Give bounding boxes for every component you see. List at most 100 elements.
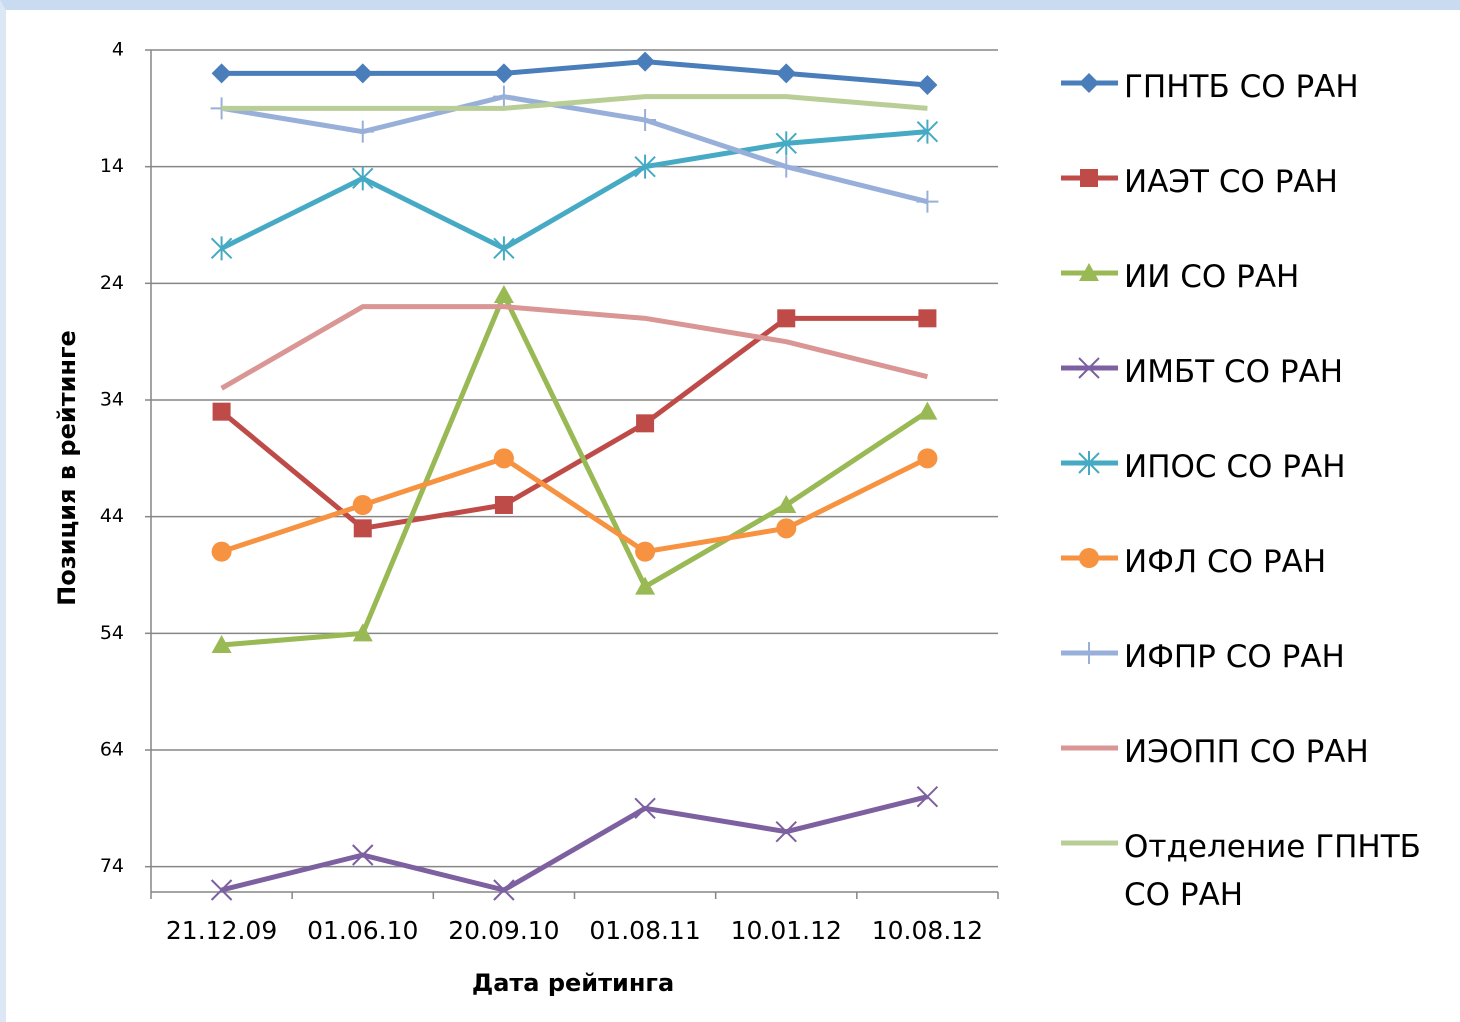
marker xyxy=(635,541,656,562)
marker xyxy=(916,119,939,144)
y-tick-label: 4 xyxy=(112,39,124,61)
legend-marker xyxy=(1078,642,1100,664)
y-tick-label: 44 xyxy=(100,505,124,527)
series-line xyxy=(220,455,929,555)
marker xyxy=(776,495,797,513)
legend-item: ГПНТБ СО РАН xyxy=(1058,55,1458,150)
marker xyxy=(493,236,515,261)
marker xyxy=(635,576,656,595)
marker xyxy=(494,496,513,514)
x-tick-label: 01.06.10 xyxy=(307,916,418,945)
y-tick-label: 34 xyxy=(100,389,124,411)
marker xyxy=(917,75,938,95)
legend-swatch xyxy=(1061,169,1118,187)
marker xyxy=(636,414,655,433)
legend-item: ИФПР СО РАН xyxy=(1058,625,1458,720)
marker xyxy=(777,309,796,328)
legend-label: Отделение ГПНТБ СО РАН xyxy=(1124,829,1421,913)
marker xyxy=(634,797,656,820)
marker xyxy=(351,120,374,143)
marker xyxy=(352,844,374,866)
marker xyxy=(916,785,939,808)
y-tick-label: 54 xyxy=(100,622,124,644)
series-line xyxy=(220,794,929,893)
marker xyxy=(775,820,797,843)
marker xyxy=(353,519,372,538)
marker xyxy=(493,879,515,901)
series-line xyxy=(221,94,928,111)
legend-swatch xyxy=(1061,840,1118,846)
marker xyxy=(493,63,514,84)
marker xyxy=(210,879,233,901)
x-tick-label: 20.09.10 xyxy=(448,916,559,945)
legend-marker xyxy=(1078,451,1100,475)
series-line xyxy=(220,304,929,391)
series-line xyxy=(221,59,928,88)
legend-marker xyxy=(1080,169,1098,187)
legend-label: ИФПР СО РАН xyxy=(1124,639,1345,675)
plot: Дата рейтинга Позиция в рейтинге 4 14 24 34… xyxy=(53,39,999,997)
marker xyxy=(352,63,373,84)
legend-label: ГПНТБ СО РАН xyxy=(1124,69,1359,105)
legend-swatch xyxy=(1061,357,1118,379)
marker xyxy=(492,85,515,108)
x-tick-label: 01.08.11 xyxy=(589,916,700,945)
legend-label: ИПОС СО РАН xyxy=(1124,449,1346,485)
y-tick-label: 14 xyxy=(100,155,124,177)
y-tick-label: 74 xyxy=(100,855,124,877)
marker xyxy=(916,190,939,213)
legend-label: ИИ СО РАН xyxy=(1124,259,1300,295)
marker xyxy=(352,495,373,515)
marker xyxy=(634,109,657,131)
x-tick-label: 10.08.12 xyxy=(872,916,983,945)
legend-swatch xyxy=(1061,451,1118,475)
series-line xyxy=(221,94,929,205)
legend-marker xyxy=(1078,357,1100,379)
legend-item: ИЭОПП СО РАН xyxy=(1058,720,1458,815)
series-line xyxy=(219,315,928,531)
legend-marker xyxy=(1079,548,1099,568)
marker xyxy=(776,63,797,84)
y-axis-label: Позиция в рейтинге xyxy=(53,330,81,606)
marker xyxy=(918,309,937,328)
marker xyxy=(211,541,232,562)
marker xyxy=(352,623,373,642)
legend-label: ИЭОПП СО РАН xyxy=(1124,734,1369,770)
legend: ГПНТБ СО РАН ИАЭТ СО РАН ИИ СО РАН ИМБТ СО … xyxy=(1058,55,1458,913)
legend-swatch xyxy=(1061,73,1118,93)
legend-swatch xyxy=(1061,745,1118,751)
legend-item: ИФЛ СО РАН xyxy=(1058,530,1458,625)
legend-item: ИМБТ СО РАН xyxy=(1058,340,1458,435)
marker xyxy=(917,448,938,469)
marker xyxy=(211,635,232,653)
y-tick-label: 64 xyxy=(100,739,124,761)
marker xyxy=(634,154,656,179)
x-axis-label: Дата рейтинга xyxy=(472,969,674,997)
legend-label: ИФЛ СО РАН xyxy=(1124,544,1327,580)
legend-swatch xyxy=(1061,642,1118,664)
legend-item: ИПОС СО РАН xyxy=(1058,435,1458,530)
marker xyxy=(212,402,231,421)
y-tick-label: 24 xyxy=(100,272,124,294)
marker xyxy=(493,285,514,303)
marker xyxy=(775,131,797,156)
legend-swatch xyxy=(1061,263,1118,281)
x-tick-label: 10.01.12 xyxy=(731,916,842,945)
series-line xyxy=(220,129,928,251)
marker xyxy=(775,155,798,178)
legend-label: ИАЭТ СО РАН xyxy=(1124,164,1338,200)
legend-item: ИАЭТ СО РАН xyxy=(1058,150,1458,245)
marker xyxy=(776,518,797,539)
marker xyxy=(211,63,232,84)
legend-marker xyxy=(1079,263,1099,281)
marker xyxy=(493,448,514,469)
x-tick-label: 21.12.09 xyxy=(166,916,277,945)
marker xyxy=(210,236,233,261)
legend-marker xyxy=(1079,73,1099,93)
legend-item: ИИ СО РАН xyxy=(1058,245,1458,340)
marker xyxy=(635,51,656,72)
marker xyxy=(352,166,374,191)
series-line xyxy=(221,292,929,648)
marker xyxy=(917,401,938,420)
